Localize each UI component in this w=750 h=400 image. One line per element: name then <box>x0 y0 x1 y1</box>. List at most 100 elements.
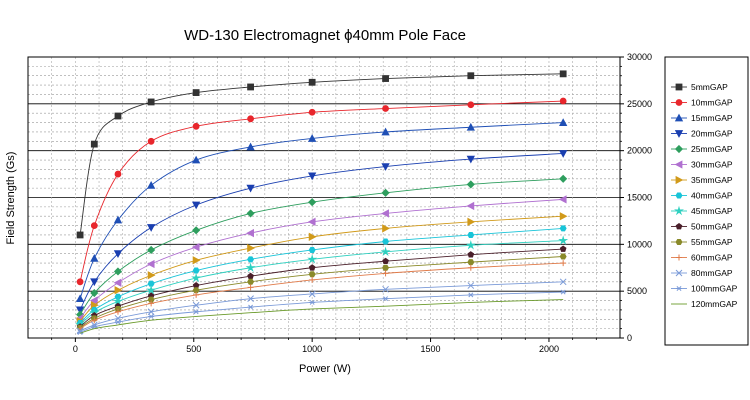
data-point-100mmgap <box>560 289 567 295</box>
data-point-60mmgap <box>247 284 254 291</box>
data-point-20mmgap <box>191 201 201 210</box>
series-line-10mmgap <box>79 100 564 282</box>
data-point-35mmgap <box>308 232 317 242</box>
data-point-25mmgap <box>192 226 201 235</box>
data-point-15mmgap <box>146 180 156 189</box>
data-point-35mmgap <box>382 224 390 233</box>
legend-label: 80mmGAP <box>691 268 733 278</box>
data-point-10mmgap <box>308 108 316 116</box>
data-point-10mmgap <box>114 170 122 178</box>
data-point-10mmgap <box>192 122 200 130</box>
data-point-100mmgap <box>309 299 316 305</box>
legend-label: 30mmGAP <box>691 160 733 170</box>
legend-item-25mmgap: 25mmGAP <box>671 144 733 154</box>
data-point-10mmgap <box>76 278 84 286</box>
legend-item-80mmgap: 80mmGAP <box>671 268 733 278</box>
legend-swatch-marker <box>675 99 683 106</box>
legend-label: 20mmGAP <box>691 129 733 139</box>
data-point-20mmgap <box>381 163 390 171</box>
legend-swatch-marker <box>675 175 684 185</box>
data-point-25mmgap <box>90 288 99 298</box>
data-point-60mmgap <box>467 264 474 271</box>
legend-label: 15mmGAP <box>691 113 733 123</box>
data-point-15mmgap <box>75 294 85 303</box>
y-tick-label: 30000 <box>627 52 652 62</box>
series-15mmgap <box>75 118 568 303</box>
series-35mmgap <box>76 212 568 326</box>
legend-swatch-marker <box>674 130 684 138</box>
data-point-50mmgap <box>308 264 316 271</box>
data-point-5mmgap <box>192 89 200 96</box>
data-point-60mmgap <box>91 317 98 324</box>
data-point-10mmgap <box>467 101 475 109</box>
series-layer <box>75 70 569 335</box>
data-point-50mmgap <box>247 272 254 280</box>
legend-label: 5mmGAP <box>691 82 728 92</box>
data-point-5mmgap <box>382 75 389 82</box>
data-point-20mmgap <box>146 224 156 232</box>
legend-label: 25mmGAP <box>691 144 733 154</box>
series-line-40mmgap <box>79 227 564 324</box>
data-point-55mmgap <box>192 287 200 294</box>
series-line-120mmgap <box>79 299 564 334</box>
data-point-5mmgap <box>467 72 475 80</box>
data-point-5mmgap <box>559 70 567 78</box>
data-point-45mmgap <box>146 285 157 295</box>
data-point-15mmgap <box>191 155 201 164</box>
data-point-25mmgap <box>381 188 390 197</box>
data-point-30mmgap <box>558 195 567 204</box>
legend-label: 55mmGAP <box>691 237 733 247</box>
data-point-80mmgap <box>382 285 389 293</box>
data-point-20mmgap <box>466 155 475 164</box>
series-80mmgap <box>76 278 567 335</box>
series-line-5mmgap <box>79 73 564 236</box>
data-point-45mmgap <box>558 235 569 245</box>
legend-swatch-marker <box>675 192 683 199</box>
data-point-30mmgap <box>113 278 122 287</box>
data-point-55mmgap <box>147 296 155 303</box>
legend-label: 35mmGAP <box>691 175 733 185</box>
data-point-80mmgap <box>467 282 475 289</box>
data-point-15mmgap <box>558 118 568 126</box>
data-point-80mmgap <box>308 290 316 298</box>
data-point-80mmgap <box>147 308 155 316</box>
data-point-45mmgap <box>307 254 318 264</box>
legend-label: 45mmGAP <box>691 206 733 216</box>
series-10mmgap <box>76 97 567 286</box>
data-point-60mmgap <box>309 276 316 283</box>
data-point-40mmgap <box>308 246 316 253</box>
series-line-100mmgap <box>79 291 564 333</box>
legend-item-55mmgap: 55mmGAP <box>671 237 733 247</box>
data-point-10mmgap <box>90 222 98 230</box>
data-point-30mmgap <box>307 217 316 227</box>
data-point-20mmgap <box>75 306 85 315</box>
series-45mmgap <box>75 235 569 330</box>
data-point-15mmgap <box>246 142 255 151</box>
data-point-30mmgap <box>381 209 389 218</box>
legend-label: 40mmGAP <box>691 191 733 201</box>
y-tick-label: 0 <box>627 333 632 343</box>
data-point-15mmgap <box>90 254 99 262</box>
legend-label: 60mmGAP <box>691 253 733 263</box>
data-point-20mmgap <box>307 172 317 181</box>
data-point-5mmgap <box>76 231 84 239</box>
data-point-5mmgap <box>308 78 316 86</box>
x-tick-label: 2000 <box>539 344 559 354</box>
legend-item-100mmgap: 100mmGAP <box>671 284 738 294</box>
data-point-25mmgap <box>559 174 568 183</box>
series-55mmgap <box>76 253 567 331</box>
legend-item-20mmgap: 20mmGAP <box>671 129 733 139</box>
legend-label: 100mmGAP <box>691 284 738 294</box>
series-line-15mmgap <box>79 122 564 299</box>
series-line-45mmgap <box>79 240 564 326</box>
data-point-35mmgap <box>114 286 123 295</box>
x-tick-label: 1000 <box>302 344 322 354</box>
data-point-25mmgap <box>308 198 317 207</box>
data-point-10mmgap <box>247 115 254 123</box>
legend-swatch-marker <box>675 223 683 230</box>
legend: 5mmGAP 10mmGAP 15mmGAP 20mmGAP 25mmGAP 30mmGA… <box>664 56 749 346</box>
data-point-50mmgap <box>559 245 567 252</box>
data-point-80mmgap <box>192 301 200 309</box>
legend-swatch-marker <box>676 286 682 291</box>
